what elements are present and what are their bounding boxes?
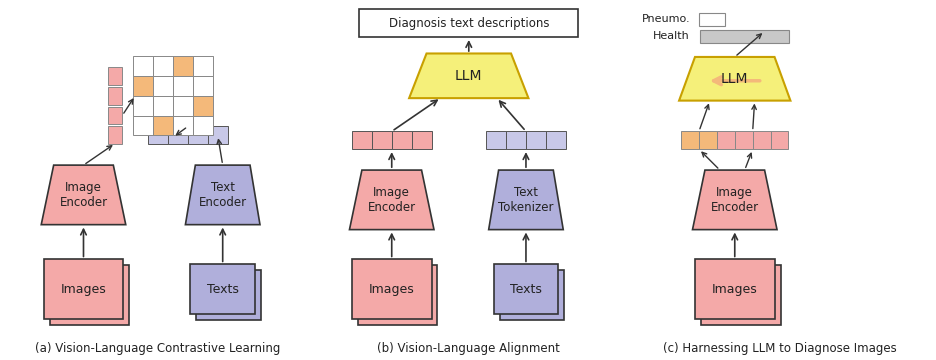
Text: (c) Harnessing LLM to Diagnose Images: (c) Harnessing LLM to Diagnose Images — [662, 342, 896, 355]
Bar — [698, 13, 724, 26]
Bar — [173, 116, 193, 135]
Bar — [769, 131, 787, 149]
Polygon shape — [489, 170, 563, 230]
Text: Images: Images — [369, 283, 414, 296]
Text: LLM: LLM — [455, 69, 482, 83]
Bar — [193, 76, 212, 96]
Bar — [109, 126, 122, 144]
Bar — [193, 116, 212, 135]
Bar — [525, 131, 546, 149]
Bar — [153, 116, 173, 135]
Polygon shape — [349, 170, 433, 230]
Bar — [193, 56, 212, 76]
Text: Diagnosis text descriptions: Diagnosis text descriptions — [388, 17, 548, 30]
Bar — [695, 260, 774, 319]
Text: Images: Images — [61, 283, 107, 296]
Bar — [173, 96, 193, 116]
Bar — [411, 131, 431, 149]
Bar — [499, 270, 563, 320]
Bar — [486, 131, 505, 149]
Bar — [133, 76, 153, 96]
Bar — [188, 126, 208, 144]
Bar — [193, 96, 212, 116]
Text: Texts: Texts — [509, 283, 541, 296]
Bar — [133, 116, 153, 135]
Bar — [505, 131, 525, 149]
Bar — [546, 131, 565, 149]
Bar — [168, 126, 188, 144]
Text: Text
Tokenizer: Text Tokenizer — [498, 186, 553, 214]
Text: (a) Vision-Language Contrastive Learning: (a) Vision-Language Contrastive Learning — [36, 342, 281, 355]
Bar — [372, 131, 391, 149]
Polygon shape — [41, 165, 125, 225]
Text: (b) Vision-Language Alignment: (b) Vision-Language Alignment — [377, 342, 560, 355]
Text: Images: Images — [711, 283, 757, 296]
Bar — [359, 9, 578, 37]
Bar — [109, 67, 122, 85]
Bar — [208, 126, 227, 144]
Bar — [44, 260, 124, 319]
Text: Health: Health — [652, 31, 689, 41]
Bar — [133, 56, 153, 76]
Text: Image
Encoder: Image Encoder — [709, 186, 758, 214]
Bar — [173, 76, 193, 96]
Bar — [680, 131, 698, 149]
Bar — [109, 107, 122, 125]
Text: LLM: LLM — [720, 72, 748, 86]
Bar — [699, 30, 789, 42]
Bar — [153, 56, 173, 76]
Bar — [190, 264, 255, 314]
Bar — [716, 131, 734, 149]
Bar — [109, 87, 122, 105]
Bar — [352, 131, 372, 149]
Bar — [493, 264, 558, 314]
Bar — [734, 131, 752, 149]
Text: Image
Encoder: Image Encoder — [367, 186, 416, 214]
Bar — [153, 76, 173, 96]
Bar — [153, 96, 173, 116]
Text: Pneumo.: Pneumo. — [641, 14, 689, 24]
Bar — [698, 131, 716, 149]
Bar — [148, 126, 168, 144]
Bar — [352, 260, 431, 319]
Polygon shape — [679, 57, 790, 100]
Bar — [173, 56, 193, 76]
Text: Image
Encoder: Image Encoder — [59, 181, 108, 209]
Bar — [752, 131, 769, 149]
Bar — [197, 270, 261, 320]
Polygon shape — [185, 165, 259, 225]
Bar — [700, 265, 780, 325]
Polygon shape — [409, 54, 528, 98]
Bar — [50, 265, 129, 325]
Polygon shape — [692, 170, 776, 230]
Text: Texts: Texts — [207, 283, 239, 296]
Bar — [391, 131, 411, 149]
Bar — [358, 265, 437, 325]
Bar — [133, 96, 153, 116]
Text: Text
Encoder: Text Encoder — [198, 181, 246, 209]
